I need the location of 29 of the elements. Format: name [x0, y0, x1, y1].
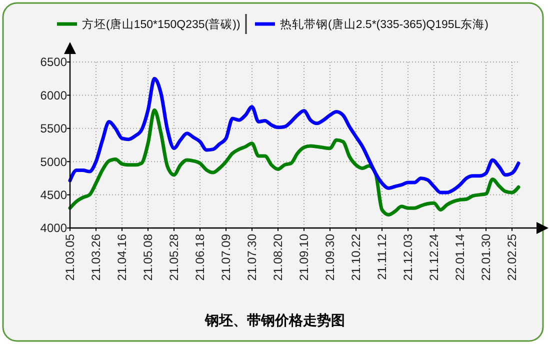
line-series — [68, 108, 520, 216]
y-tick-label: 5500 — [40, 122, 68, 136]
y-tick-label: 6500 — [40, 55, 68, 70]
x-tick-label: 21.06.18 — [193, 234, 208, 281]
x-tick-label: 21.10.22 — [349, 234, 364, 281]
x-tick-label: 21.07.30 — [245, 234, 260, 281]
y-tick-label: 4500 — [40, 188, 68, 202]
x-tick-label: 21.07.09 — [219, 234, 234, 281]
x-tick-label: 21.04.16 — [115, 234, 130, 281]
x-tick-label: 22.01.30 — [479, 234, 494, 281]
text: 钢坯、带钢价格走势图 — [204, 312, 345, 328]
y-tick-label: 5000 — [40, 154, 68, 169]
line-series — [68, 76, 520, 194]
x-tick-label: 21.08.20 — [271, 234, 286, 281]
x-tick-label: 21.05.08 — [141, 234, 156, 281]
legend-label: 方坯(唐山150*150Q235(普碳)) — [82, 17, 240, 32]
x-tick-label: 21.09.10 — [297, 234, 312, 281]
x-tick-label: 21.03.05 — [63, 234, 78, 281]
x-tick-label: 21.03.26 — [89, 234, 104, 281]
x-tick-label: 22.01.14 — [453, 234, 468, 281]
legend-label: 热轧带钢(唐山2.5*(335-365)Q195L东海) — [280, 17, 489, 32]
x-tick-label: 21.12.24 — [427, 234, 442, 281]
x-tick-label: 21.09.30 — [323, 234, 338, 281]
y-tick-label: 6000 — [40, 88, 68, 102]
x-tick-label: 21.05.28 — [167, 234, 182, 281]
y-tick-label: 4000 — [40, 221, 68, 236]
x-tick-label: 21.12.03 — [401, 234, 416, 281]
x-tick-label: 21.11.12 — [375, 234, 390, 280]
x-tick-label: 22.02.25 — [505, 234, 520, 281]
